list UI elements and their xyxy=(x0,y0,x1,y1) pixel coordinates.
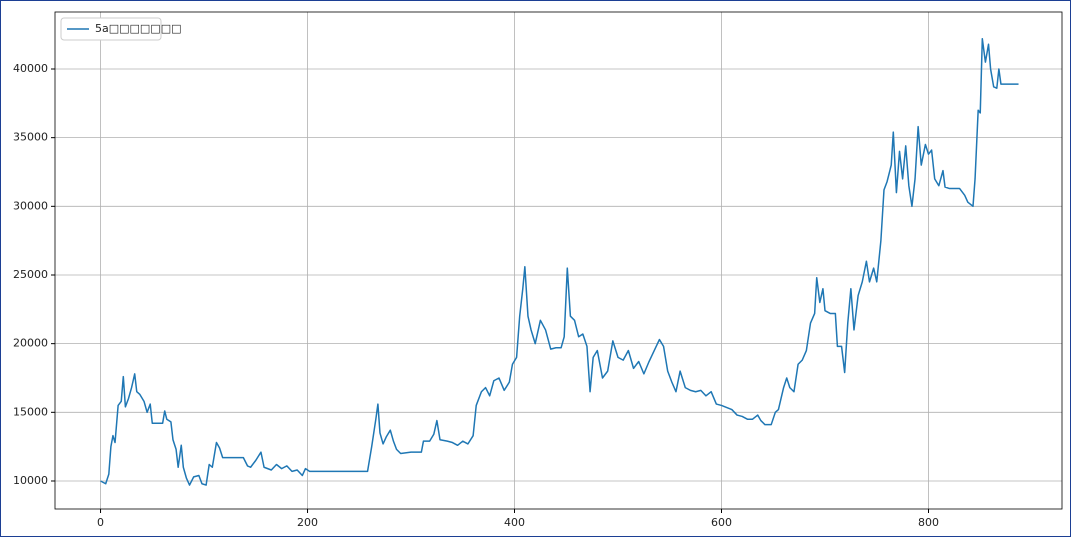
x-tick-label: 800 xyxy=(918,516,939,529)
line-series xyxy=(100,38,1019,486)
legend-label: 5a□□□□□□□ xyxy=(95,22,182,35)
x-tick-label: 600 xyxy=(711,516,732,529)
x-tick-label: 400 xyxy=(504,516,525,529)
y-tick-label: 40000 xyxy=(13,62,48,75)
legend-box xyxy=(60,17,162,41)
y-tick-label: 35000 xyxy=(13,131,48,144)
y-tick-label: 25000 xyxy=(13,268,48,281)
plot-frame xyxy=(54,11,1063,510)
y-tick-label: 15000 xyxy=(13,405,48,418)
y-tick-label: 20000 xyxy=(13,337,48,350)
x-tick-label: 0 xyxy=(97,516,104,529)
y-tick-label: 10000 xyxy=(13,474,48,487)
y-tick-label: 30000 xyxy=(13,199,48,212)
x-tick-label: 200 xyxy=(297,516,318,529)
